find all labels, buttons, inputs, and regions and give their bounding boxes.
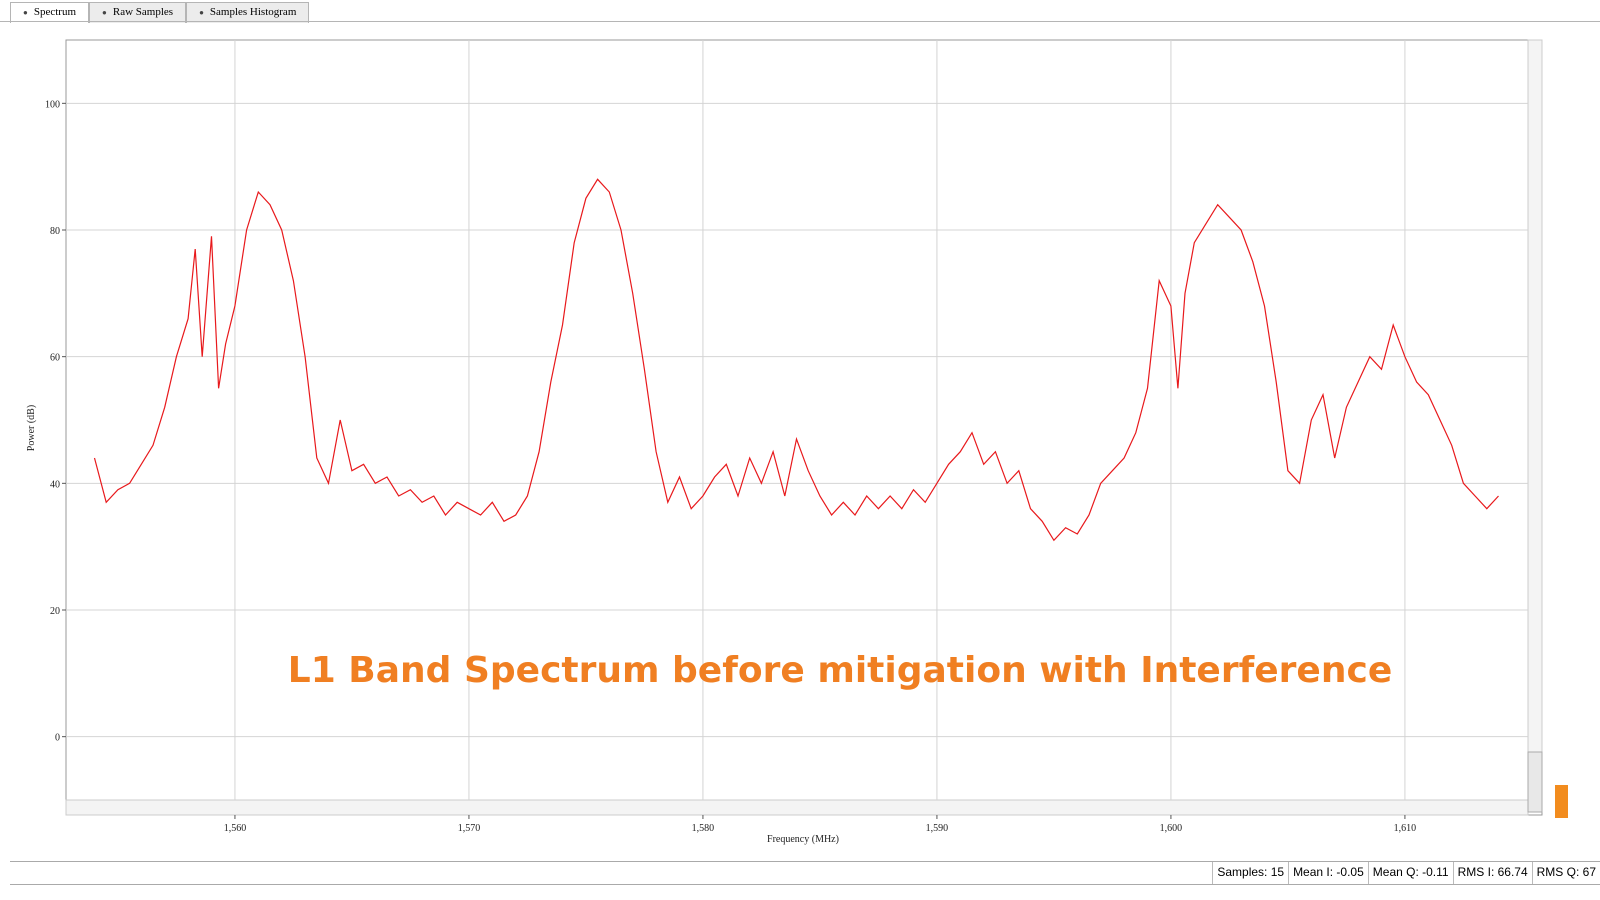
- tab[interactable]: Raw Samples: [89, 2, 187, 23]
- tab[interactable]: Samples Histogram: [186, 2, 310, 23]
- status-item: Samples: 15: [1212, 862, 1288, 884]
- y-tick-label: 20: [50, 606, 60, 617]
- x-tick-label: 1,590: [926, 823, 949, 834]
- status-item: RMS I: 66.74: [1452, 862, 1532, 884]
- x-tick-label: 1,610: [1394, 823, 1417, 834]
- tab-underline: [0, 21, 1600, 22]
- x-tick-label: 1,560: [224, 823, 247, 834]
- y-tick-label: 60: [50, 353, 60, 364]
- status-item: Mean I: -0.05: [1288, 862, 1368, 884]
- status-item: Mean Q: -0.11: [1367, 862, 1453, 884]
- annotation: L1 Band Spectrum before mitigation with …: [288, 650, 1392, 691]
- zoom-buttons[interactable]: [1527, 751, 1543, 813]
- status-item: RMS Q: 67: [1531, 862, 1600, 884]
- status-bar: Samples: 15 Mean I: -0.05 Mean Q: -0.11 …: [10, 861, 1600, 885]
- x-tick-label: 1,600: [1160, 823, 1183, 834]
- y-tick-label: 100: [45, 99, 60, 110]
- y-tick-label: 0: [55, 733, 60, 744]
- tab-bar: Spectrum Raw Samples Samples Histogram: [10, 2, 310, 23]
- chart: Frequency (MHz) Power (dB) 0 20 40 60 80 100 1…: [26, 39, 1543, 845]
- x-axis-label: Frequency (MHz): [767, 834, 839, 845]
- spectrum-line: [93, 178, 1499, 542]
- y-tick-label: 40: [50, 479, 60, 490]
- x-tick-label: 1,570: [458, 823, 481, 834]
- y-tick-label: 80: [50, 226, 60, 237]
- y-axis-label: Power (dB): [26, 405, 37, 451]
- plot-frame: [65, 39, 1543, 816]
- x-tick-label: 1,580: [692, 823, 715, 834]
- v-scrollbar[interactable]: [1527, 39, 1543, 801]
- orange-marker: [1555, 785, 1568, 818]
- h-scrollbar[interactable]: [65, 799, 1529, 816]
